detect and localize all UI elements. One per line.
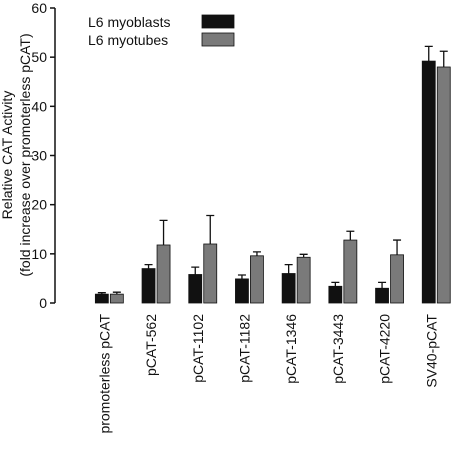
bar [250, 255, 264, 304]
x-tick-label: SV40-pCAT [423, 314, 439, 388]
error-bar [346, 230, 355, 241]
y-axis-label: (fold increase over promoterless pCAT) [17, 33, 33, 276]
error-bar [331, 281, 340, 287]
bar [94, 293, 109, 304]
x-tick-label: pCAT-3443 [330, 314, 346, 384]
error-bar [439, 50, 448, 67]
error-bar [144, 264, 153, 269]
legend-label: L6 myotubes [88, 32, 168, 48]
error-bar [424, 45, 433, 62]
error-bar [237, 274, 246, 279]
bar [328, 285, 343, 304]
error-bar [97, 292, 106, 295]
bar [296, 256, 311, 304]
error-bar [112, 291, 121, 295]
x-tick-label: pCAT-1346 [283, 314, 299, 384]
bar [141, 268, 156, 304]
y-tick-label: 0 [39, 295, 47, 311]
y-tick-label: 60 [31, 0, 47, 16]
bar [235, 278, 249, 304]
x-tick-label: pCAT-4220 [377, 314, 393, 384]
error-bar [159, 219, 168, 245]
bar [343, 239, 358, 304]
legend-swatch [201, 32, 235, 47]
bar [203, 243, 218, 304]
bar [375, 287, 389, 304]
error-bar [299, 253, 308, 258]
y-tick-label: 50 [31, 49, 47, 65]
error-bar [206, 214, 215, 244]
bar [390, 254, 404, 304]
x-tick-label: pCAT-562 [143, 314, 159, 376]
y-tick-label: 10 [31, 246, 47, 262]
error-bar [252, 251, 261, 256]
x-tick-label: promoterless pCAT [96, 314, 112, 434]
error-bar [284, 264, 293, 274]
error-bar [393, 239, 402, 255]
bar [436, 66, 451, 304]
bar [188, 274, 203, 304]
legend-swatch [201, 14, 235, 29]
y-tick-label: 20 [31, 197, 47, 213]
bar [281, 273, 296, 304]
bar [109, 293, 124, 304]
error-bar [378, 281, 387, 289]
y-tick-label: 30 [31, 148, 47, 164]
bar [421, 60, 436, 304]
x-tick-label: pCAT-1182 [236, 314, 252, 383]
y-tick-label: 40 [31, 98, 47, 114]
legend-label: L6 myoblasts [88, 14, 170, 30]
bar [156, 244, 171, 304]
y-axis-label: Relative CAT Activity [0, 91, 15, 220]
error-bar [191, 266, 200, 275]
x-tick-label: pCAT-1102 [190, 314, 206, 383]
